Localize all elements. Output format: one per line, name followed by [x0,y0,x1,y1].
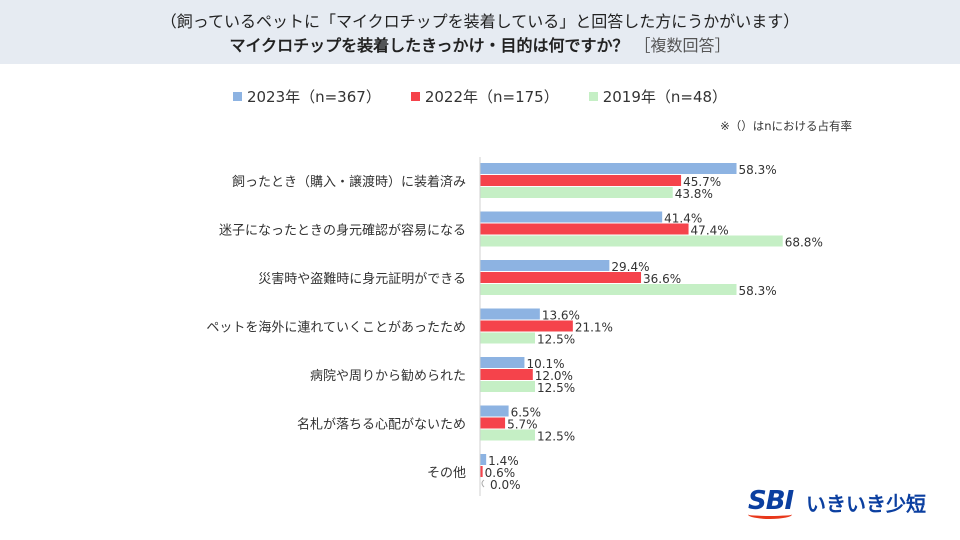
sbi-ikiiki-logo: SBI いきいき少短 [748,486,926,519]
bar-2-0 [480,187,673,198]
data-label: 0.6% [485,466,516,480]
bar-0-2 [480,260,610,271]
bar-1-6 [480,466,483,477]
legend-swatch-2022 [410,92,420,101]
footnote: ※（）はnにおける占有率 [720,119,852,133]
category-label: 迷子になったときの身元確認が容易になる [219,223,466,239]
category-label: その他 [427,466,466,481]
data-label: 12.0% [535,369,573,383]
data-label: 58.3% [739,163,777,177]
legend-item-2023: 2023年（n=367） [232,86,381,107]
data-label: 43.8% [675,187,713,201]
data-label: 21.1% [575,321,613,335]
data-label: 1.4% [488,454,519,468]
data-label: 13.6% [542,309,580,323]
bar-2-5 [480,429,535,441]
logo-swoosh [748,510,792,519]
bar-0-5 [480,405,509,417]
data-label: 47.4% [691,224,729,238]
data-label: 29.4% [611,260,649,274]
legend-label-2022: 2022年（n=175） [424,88,559,106]
data-label: 68.8% [785,236,823,250]
sbi-logo-mark: SBI [748,486,802,519]
category-label: 災害時や盗難時に身元証明ができる [258,271,466,287]
answer-type-note: ［複数回答］ [634,36,731,55]
bar-1-3 [480,320,573,332]
bar-2-1 [480,235,783,247]
bar-1-5 [480,417,506,429]
data-label: 0.0% [490,478,521,492]
data-label: 10.1% [526,357,564,371]
bar-2-4 [480,381,535,392]
bar-2-2 [480,284,737,295]
data-label: 12.5% [537,333,575,347]
category-label: 飼ったとき（購入・譲渡時）に装着済み [232,174,466,190]
legend: 2023年（n=367） 2022年（n=175） 2019年（n=48） [0,86,960,107]
bar-2-3 [480,332,535,344]
category-label: ペットを海外に連れていくことがあったため [206,321,466,336]
logo-company-name: いきいき少短 [806,491,926,516]
data-label: 12.5% [537,381,575,395]
legend-swatch-2019 [588,92,598,101]
data-label: 45.7% [683,175,721,189]
legend-item-2022: 2022年（n=175） [410,86,559,107]
bar-1-4 [480,369,533,380]
bar-0-0 [480,163,737,174]
bar-0-6 [480,454,487,465]
data-label: 5.7% [507,418,537,432]
legend-label-2023: 2023年（n=367） [246,88,381,106]
legend-label-2019: 2019年（n=48） [602,88,728,106]
question-text: マイクロチップを装着したきっかけ・目的は何ですか？ [229,36,629,55]
legend-swatch-2023 [232,92,242,101]
bar-1-0 [480,175,682,186]
bar-0-4 [480,357,525,368]
survey-condition: （飼っているペットに「マイクロチップを装着している」と回答した方にうかがいます） [160,12,800,31]
header-band: （飼っているペットに「マイクロチップを装着している」と回答した方にうかがいます）… [0,0,960,64]
data-label: 41.4% [664,212,702,226]
data-label: 6.5% [511,406,541,420]
chart-title: マイクロチップを装着したきっかけ・目的は何ですか？ ［複数回答］ [0,32,960,56]
bar-1-2 [480,272,642,283]
zero-leader-line [481,479,485,488]
category-label: 病院や周りから勧められた [310,368,466,384]
data-label: 58.3% [739,284,777,298]
data-label: 36.6% [643,272,681,286]
data-label: 12.5% [537,430,575,444]
legend-item-2019: 2019年（n=48） [588,86,728,107]
bar-0-1 [480,211,663,223]
category-label: 名札が落ちる心配がないため [297,417,466,433]
bar-0-3 [480,308,540,320]
bar-1-1 [480,223,689,235]
